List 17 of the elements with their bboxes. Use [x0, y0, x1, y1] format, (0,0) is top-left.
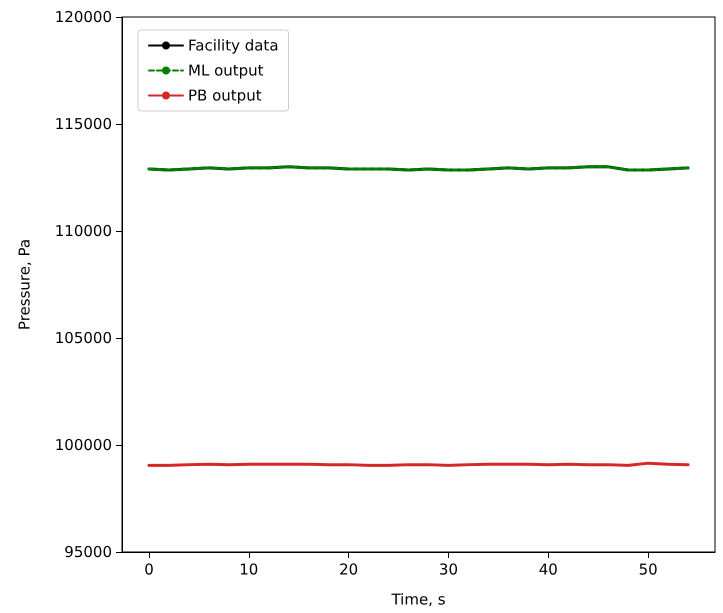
legend-label: ML output: [188, 62, 264, 80]
y-tick-label: 115000: [54, 115, 112, 133]
x-tick-label: 0: [144, 560, 154, 578]
y-tick-label: 100000: [54, 436, 112, 454]
legend-label: Facility data: [188, 36, 279, 54]
x-tick-label: 40: [538, 560, 558, 578]
x-tick-label: 50: [638, 560, 658, 578]
y-tick-label: 105000: [54, 329, 112, 347]
y-tick-label: 110000: [54, 222, 112, 240]
y-tick-label: 120000: [54, 8, 112, 26]
y-tick-label: 95000: [64, 543, 112, 561]
legend-label: PB output: [188, 86, 262, 104]
y-axis-title: Pressure, Pa: [16, 238, 34, 330]
x-axis-title: Time, s: [390, 590, 446, 608]
x-tick-label: 30: [438, 560, 458, 578]
x-tick-label: 10: [239, 560, 258, 578]
x-tick-label: 20: [339, 560, 358, 578]
